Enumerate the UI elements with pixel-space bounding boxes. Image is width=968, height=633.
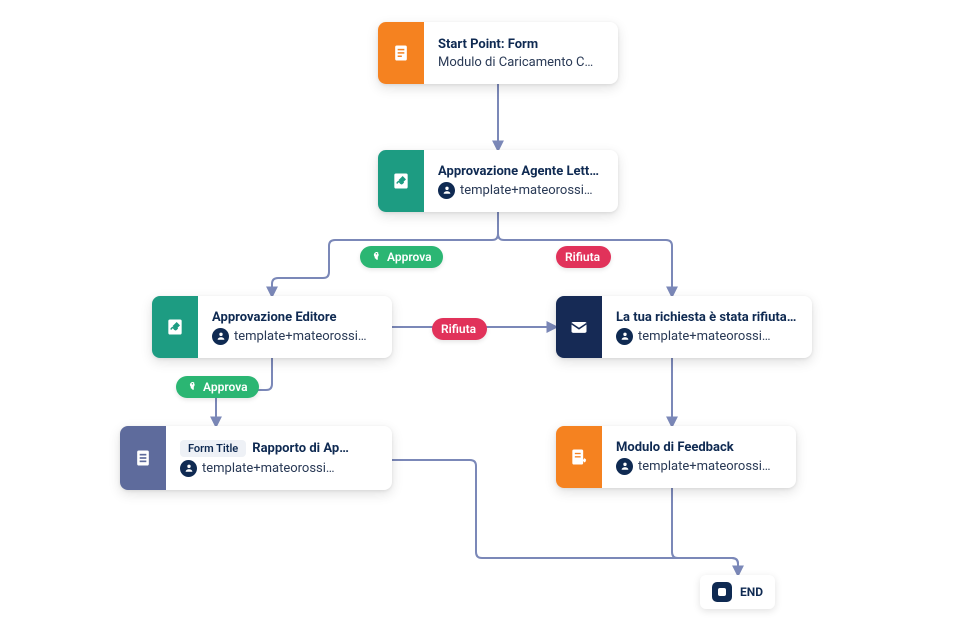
doc-icon (120, 426, 166, 490)
mail-icon (556, 296, 602, 358)
user-icon (180, 460, 197, 477)
form-icon (378, 22, 424, 84)
badge-label: Approva (387, 250, 432, 264)
node-user: template+mateorossi… (638, 329, 771, 344)
node-user: template+mateorossi… (460, 183, 593, 198)
user-icon (212, 328, 229, 345)
node-end[interactable]: END (700, 575, 775, 609)
node-subtitle: Modulo di Caricamento C… (438, 55, 593, 70)
node-title-text: Rapporto di Ap… (252, 441, 349, 456)
sign-icon (378, 150, 424, 212)
node-start-form[interactable]: Start Point: Form Modulo di Caricamento … (378, 22, 618, 84)
sign-icon (152, 296, 198, 358)
node-title: Modulo di Feedback (616, 440, 782, 455)
flow-canvas: Start Point: Form Modulo di Caricamento … (0, 0, 968, 633)
badge-label: Approva (203, 380, 248, 394)
badge-rifiuta: Rifiuta (556, 246, 611, 268)
user-icon (616, 458, 633, 475)
node-approvazione-agente[interactable]: Approvazione Agente Letter… template+mat… (378, 150, 618, 212)
node-title-row: Form Title Rapporto di Ap… (180, 440, 378, 457)
node-richiesta-rifiutata[interactable]: La tua richiesta è stata rifiuta… templa… (556, 296, 812, 358)
user-icon (616, 328, 633, 345)
badge-label: Rifiuta (441, 322, 476, 336)
node-title: Approvazione Agente Letter… (438, 164, 604, 179)
node-rapporto[interactable]: Form Title Rapporto di Ap… template+mateo… (120, 426, 392, 490)
node-user: template+mateorossi… (202, 461, 335, 476)
badge-approva: Approva (360, 246, 443, 268)
node-title: Approvazione Editore (212, 310, 378, 325)
badge-label: Rifiuta (565, 250, 600, 264)
node-title: La tua richiesta è stata rifiuta… (616, 310, 798, 325)
badge-rifiuta: Rifiuta (432, 318, 487, 340)
node-user: template+mateorossi… (638, 459, 771, 474)
user-icon (438, 182, 455, 199)
end-label: END (740, 585, 763, 599)
node-title: Start Point: Form (438, 37, 604, 52)
node-user: template+mateorossi… (234, 329, 367, 344)
badge-approva: Approva (176, 376, 259, 398)
edges-layer (0, 0, 968, 633)
node-feedback[interactable]: Modulo di Feedback template+mateorossi… (556, 426, 796, 488)
node-approvazione-editore[interactable]: Approvazione Editore template+mateorossi… (152, 296, 392, 358)
formout-icon (556, 426, 602, 488)
stop-icon (712, 582, 732, 602)
form-title-chip: Form Title (180, 440, 246, 457)
